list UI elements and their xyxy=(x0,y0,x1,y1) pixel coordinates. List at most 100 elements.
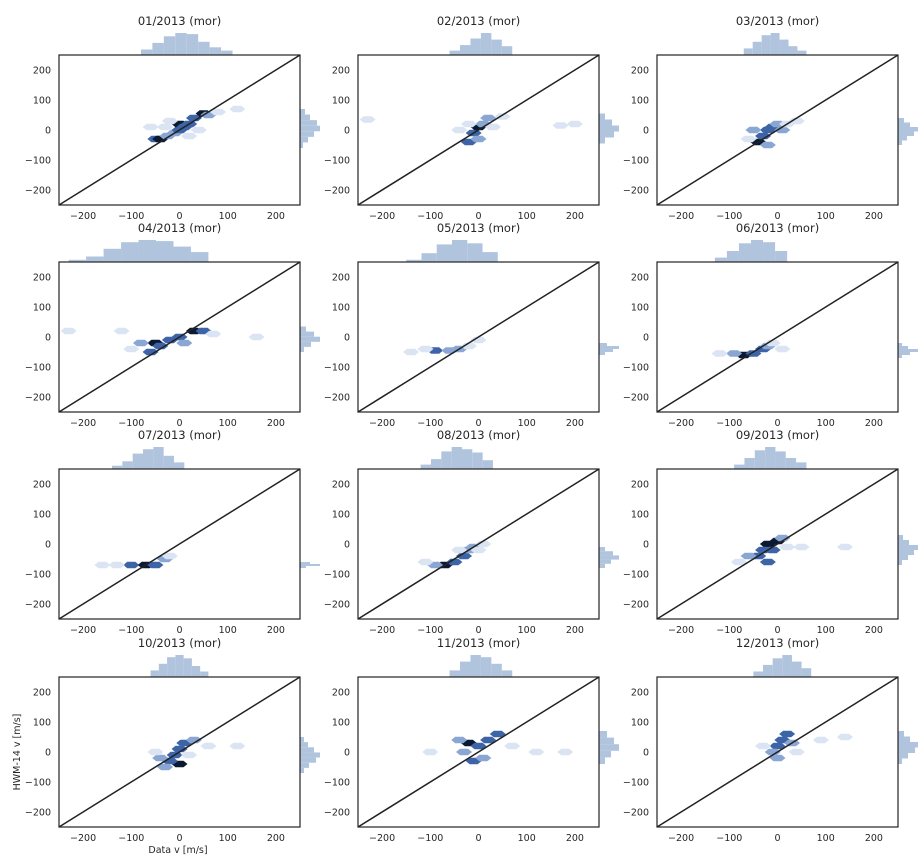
hexbin-cell xyxy=(470,336,487,344)
y-tick-label: 100 xyxy=(33,718,51,729)
hexbin-cell xyxy=(200,742,217,750)
marginal-x-bar xyxy=(788,46,798,55)
hexbin-cell xyxy=(774,345,791,353)
hexbin-cell xyxy=(456,552,473,560)
hexbin-cell xyxy=(836,543,853,551)
hexbin-cell xyxy=(836,733,853,741)
marginal-x-bar xyxy=(734,464,745,469)
y-tick-label: −100 xyxy=(324,570,350,581)
panel-title: 08/2013 (mor) xyxy=(437,428,520,442)
y-tick-label: 0 xyxy=(344,126,350,137)
marginal-y-bar xyxy=(599,559,611,564)
marginal-y-bar xyxy=(300,737,304,743)
marginal-x-bar xyxy=(175,33,187,55)
x-tick-label: −100 xyxy=(716,625,742,636)
marginal-y-bar xyxy=(300,767,304,773)
x-tick-label: 0 xyxy=(475,625,481,636)
marginal-x-bar xyxy=(121,242,139,262)
marginal-y-bar xyxy=(599,352,605,355)
x-tick-label: 100 xyxy=(219,211,237,222)
panel-title: 10/2013 (mor) xyxy=(138,636,221,650)
hexbin-cell xyxy=(726,350,743,357)
hexbin-cell xyxy=(484,123,501,131)
marginal-x-bar xyxy=(158,663,168,677)
hexbin-cell xyxy=(475,540,492,548)
x-tick-label: 100 xyxy=(219,418,237,429)
hexbin-cell xyxy=(205,330,222,338)
marginal-x-bar xyxy=(221,50,233,55)
marginal-y-bar xyxy=(300,341,311,347)
x-tick-label: 100 xyxy=(219,833,237,844)
hexbin-cell xyxy=(422,748,439,756)
identity-line xyxy=(656,54,899,206)
marginal-y-bar xyxy=(599,137,605,144)
hexbin-cell xyxy=(759,558,776,566)
marginal-x-bar xyxy=(186,34,199,55)
y-tick-label: 100 xyxy=(332,510,350,521)
marginal-x-bar xyxy=(482,252,498,262)
marginal-x-bar xyxy=(68,259,87,262)
y-tick-label: 100 xyxy=(332,718,350,729)
marginal-x-bar xyxy=(763,242,776,262)
hexbin-cell xyxy=(157,763,174,771)
marginal-y-bar xyxy=(898,352,910,355)
marginal-y-bar xyxy=(599,119,612,126)
x-tick-label: −200 xyxy=(668,211,694,222)
hexbin-cell xyxy=(788,748,805,756)
x-tick-label: −200 xyxy=(369,625,395,636)
hexbin-cell xyxy=(566,120,583,128)
panel-title: 11/2013 (mor) xyxy=(437,636,520,650)
hexbin-cell xyxy=(557,748,574,756)
identity-line xyxy=(58,676,301,828)
marginal-x-bar xyxy=(797,50,807,55)
marginal-y-bar xyxy=(300,125,320,132)
marginal-y-bar xyxy=(599,731,607,738)
marginal-y-bar xyxy=(898,555,908,560)
marginal-x-bar xyxy=(714,257,727,262)
y-tick-label: 200 xyxy=(332,480,350,491)
panel-4: 04/2013 (mor) −200 −100 0 100 200 200 100 0 −100 −… xyxy=(25,221,320,429)
marginal-x-bar xyxy=(761,35,771,55)
x-tick-label: −100 xyxy=(417,418,443,429)
y-tick-label: 200 xyxy=(631,66,649,77)
marginal-x-bar xyxy=(153,447,164,469)
x-tick-label: 100 xyxy=(817,625,835,636)
marginal-x-bar xyxy=(765,447,776,469)
marginal-x-bar xyxy=(173,246,191,262)
hexbin-cell xyxy=(755,742,772,750)
x-tick-label: 200 xyxy=(267,211,285,222)
marginal-y-bar xyxy=(898,122,910,127)
y-tick-label: 200 xyxy=(33,480,51,491)
panel-title: 12/2013 (mor) xyxy=(736,636,819,650)
y-tick-label: 200 xyxy=(332,66,350,77)
marginal-y-bar xyxy=(300,564,320,566)
x-tick-label: 0 xyxy=(176,418,182,429)
x-tick-label: 0 xyxy=(774,833,780,844)
hexbin-cell xyxy=(108,561,125,569)
y-tick-label: 200 xyxy=(33,273,51,284)
marginal-y-bar xyxy=(300,752,320,758)
hexbin-cell xyxy=(730,558,747,566)
marginal-x-bar xyxy=(430,459,442,469)
hexbin-cell xyxy=(475,754,492,762)
hexbin-cell xyxy=(60,327,77,335)
x-tick-label: −200 xyxy=(70,833,96,844)
marginal-y-bar xyxy=(599,737,614,745)
x-tick-label: 200 xyxy=(267,625,285,636)
marginal-y-bar xyxy=(300,131,314,137)
marginal-y-bar xyxy=(300,742,308,748)
hexbin-cell xyxy=(528,748,545,756)
y-tick-label: −100 xyxy=(623,363,649,374)
hexbin-cell xyxy=(171,745,188,753)
marginal-x-bar xyxy=(183,658,192,677)
x-tick-label: −200 xyxy=(369,418,395,429)
y-tick-label: 200 xyxy=(33,66,51,77)
marginal-x-bar xyxy=(501,670,513,677)
panel-9: 09/2013 (mor) −200 −100 0 100 200 200 100 0 −100 −… xyxy=(623,428,918,636)
x-tick-label: 0 xyxy=(475,833,481,844)
marginal-x-bar xyxy=(112,465,123,469)
marginal-x-bar xyxy=(198,41,210,55)
marginal-x-bar xyxy=(175,655,184,677)
identity-line xyxy=(58,261,301,413)
x-tick-label: 100 xyxy=(518,833,536,844)
